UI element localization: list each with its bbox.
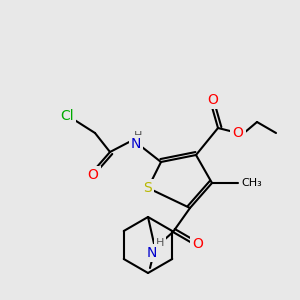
Text: O: O xyxy=(193,237,203,251)
Text: O: O xyxy=(88,168,98,182)
Text: H: H xyxy=(156,238,164,248)
Text: N: N xyxy=(131,137,141,151)
Text: Cl: Cl xyxy=(60,109,74,123)
Text: S: S xyxy=(144,181,152,195)
Text: CH₃: CH₃ xyxy=(241,178,262,188)
Text: N: N xyxy=(147,246,157,260)
Text: O: O xyxy=(208,93,218,107)
Text: H: H xyxy=(134,131,142,141)
Text: O: O xyxy=(232,126,243,140)
